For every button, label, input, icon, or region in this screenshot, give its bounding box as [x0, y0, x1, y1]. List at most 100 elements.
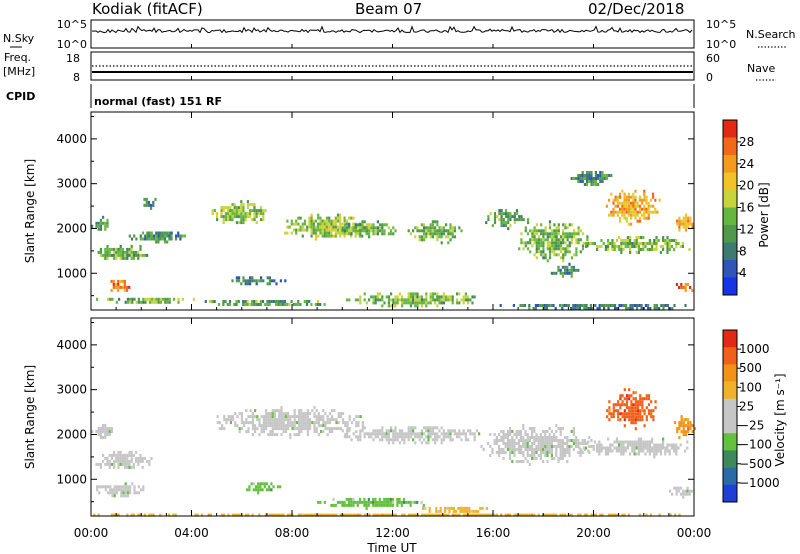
data-cell — [244, 279, 247, 283]
data-cell — [277, 303, 280, 306]
data-cell — [684, 489, 687, 493]
data-cell — [504, 451, 507, 454]
data-cell — [315, 421, 318, 425]
data-cell — [357, 415, 360, 419]
data-cell — [614, 204, 617, 208]
data-cell — [139, 456, 142, 460]
data-cell — [150, 206, 153, 210]
x-axis-label: Time UT — [366, 541, 417, 554]
data-cell — [140, 300, 143, 304]
data-cell — [104, 427, 107, 430]
data-cell — [542, 253, 545, 257]
data-cell — [298, 421, 301, 425]
data-cell — [458, 292, 461, 296]
data-cell — [330, 228, 333, 232]
data-cell — [603, 177, 606, 180]
data-cell — [260, 276, 263, 280]
data-cell — [353, 418, 356, 422]
data-cell — [522, 513, 525, 517]
data-cell — [123, 279, 126, 283]
data-cell — [357, 223, 360, 227]
data-cell — [601, 174, 604, 177]
data-cell — [425, 295, 428, 299]
data-cell — [392, 441, 395, 445]
data-cell — [304, 418, 307, 422]
data-cell — [436, 238, 439, 242]
data-cell — [601, 513, 604, 517]
data-cell — [102, 424, 105, 427]
colorbar-segment — [723, 347, 737, 365]
data-cell — [579, 229, 582, 233]
data-cell — [126, 253, 129, 257]
data-cell — [561, 274, 564, 278]
data-cell — [641, 201, 644, 205]
data-cell — [621, 210, 624, 214]
data-cell — [511, 448, 514, 451]
data-cell — [656, 210, 659, 214]
data-cell — [440, 301, 443, 305]
data-cell — [313, 412, 316, 416]
data-cell — [590, 183, 593, 186]
data-cell — [535, 241, 538, 245]
data-cell — [409, 298, 412, 302]
data-cell — [586, 177, 589, 180]
data-cell — [347, 216, 351, 220]
data-cell — [637, 449, 640, 453]
data-cell — [581, 247, 585, 251]
data-cell — [213, 209, 216, 213]
data-cell — [224, 215, 227, 219]
data-cell — [336, 219, 340, 223]
data-cell — [647, 304, 650, 307]
data-cell — [467, 295, 470, 299]
data-cell — [557, 457, 560, 460]
power-colorbar-label: Power [dB] — [757, 182, 771, 247]
time-x-axis: 00:00 04:00 08:00 12:00 16:00 20:00 00:00 — [74, 44, 711, 540]
freq-right-tick-top: 60 — [706, 52, 720, 65]
data-cell — [425, 298, 428, 302]
data-cell — [590, 177, 593, 180]
data-cell — [544, 436, 547, 439]
data-cell — [682, 225, 685, 229]
data-cell — [564, 448, 567, 451]
data-cell — [566, 226, 569, 230]
data-cell — [357, 435, 360, 439]
colorbar-segment — [723, 381, 737, 400]
x-tick-label: 04:00 — [174, 526, 209, 540]
data-cell — [628, 409, 631, 413]
y-tick-label: 1000 — [56, 266, 87, 280]
data-cell — [211, 300, 214, 303]
data-cell — [647, 213, 650, 217]
data-cell — [604, 248, 607, 251]
colorbar-segment — [723, 277, 737, 296]
data-cell — [321, 225, 324, 229]
data-cell — [628, 415, 631, 419]
data-cell — [453, 429, 456, 433]
data-cell — [346, 424, 349, 428]
data-cell — [334, 219, 337, 223]
data-cell — [326, 427, 329, 431]
data-cell — [234, 424, 237, 428]
data-cell — [537, 235, 541, 239]
data-cell — [414, 226, 417, 230]
data-cell — [539, 439, 542, 442]
data-cell — [604, 446, 607, 450]
data-cell — [420, 229, 423, 233]
data-cell — [275, 282, 278, 286]
data-cell — [521, 304, 524, 307]
data-cell — [449, 429, 452, 433]
data-cell — [596, 446, 599, 450]
data-cell — [438, 298, 441, 302]
data-cell — [621, 513, 624, 517]
data-cell — [629, 307, 632, 310]
data-cell — [511, 430, 514, 433]
data-cell — [258, 433, 261, 437]
data-cell — [146, 297, 149, 301]
data-cell — [334, 231, 337, 235]
data-cell — [600, 443, 603, 447]
data-cell — [555, 232, 558, 236]
data-cell — [693, 427, 696, 431]
data-cell — [276, 418, 279, 422]
data-cell — [469, 432, 472, 436]
data-cell — [137, 491, 140, 495]
